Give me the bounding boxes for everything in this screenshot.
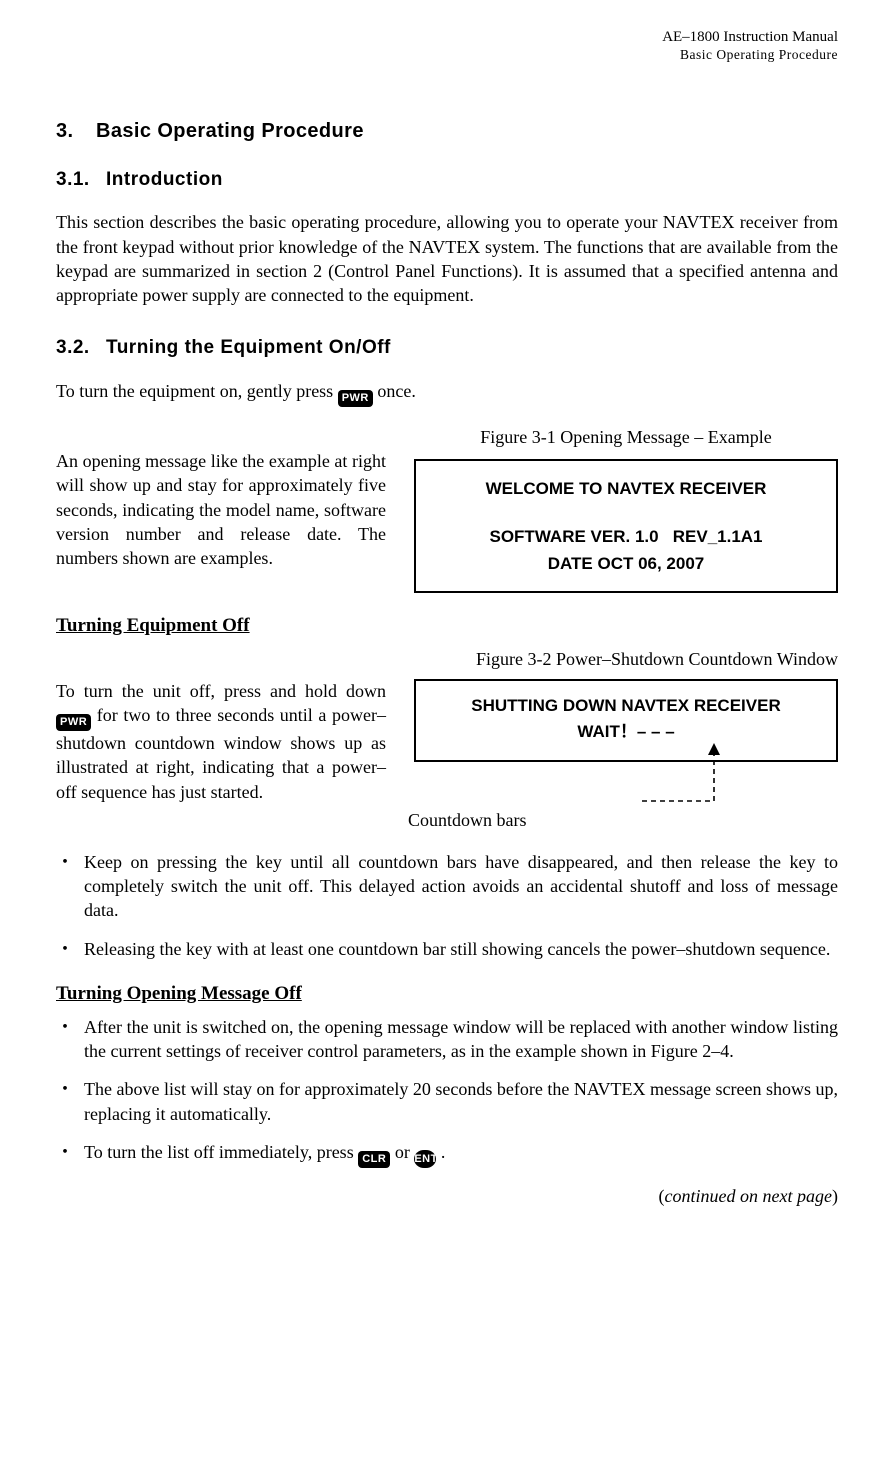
subsection-number: 3.2. — [56, 335, 106, 361]
screen-line-1: SHUTTING DOWN NAVTEX RECEIVER — [426, 693, 826, 719]
screen-line-1: WELCOME TO NAVTEX RECEIVER — [426, 475, 826, 502]
subsection-3-2-heading: 3.2.Turning the Equipment On/Off — [56, 335, 838, 361]
opening-message-paragraph: An opening message like the example at r… — [56, 449, 386, 570]
last-bullet-mid: or — [395, 1142, 415, 1162]
page-header: AE–1800 Instruction Manual Basic Operati… — [56, 28, 838, 64]
intro-paragraph: This section describes the basic operati… — [56, 210, 838, 307]
shutdown-screen: SHUTTING DOWN NAVTEX RECEIVER WAIT！– – – — [414, 679, 838, 762]
list-item: To turn the list off immediately, press … — [56, 1140, 838, 1168]
shutdown-bullets: Keep on pressing the key until all count… — [56, 850, 838, 961]
ent-key-icon: ENT — [414, 1150, 436, 1168]
turning-equipment-off-heading: Turning Equipment Off — [56, 613, 838, 639]
subsection-title: Introduction — [106, 169, 223, 190]
list-item: Keep on pressing the key until all count… — [56, 850, 838, 923]
list-item: After the unit is switched on, the openi… — [56, 1015, 838, 1064]
opening-off-bullets: After the unit is switched on, the openi… — [56, 1015, 838, 1168]
turn-on-sentence: To turn the equipment on, gently press P… — [56, 379, 838, 407]
clr-key-icon: CLR — [358, 1151, 390, 1168]
turn-off-text-pre: To turn the unit off, press and hold dow… — [56, 681, 386, 701]
paren-close: ) — [832, 1186, 838, 1206]
list-item: Releasing the key with at least one coun… — [56, 937, 838, 961]
subsection-title: Turning the Equipment On/Off — [106, 337, 391, 358]
last-bullet-pre: To turn the list off immediately, press — [84, 1142, 358, 1162]
figure-3-2: SHUTTING DOWN NAVTEX RECEIVER WAIT！– – –… — [414, 679, 838, 832]
continued-note: (continued on next page) — [56, 1184, 838, 1208]
header-line-2: Basic Operating Procedure — [56, 47, 838, 64]
pwr-key-icon: PWR — [56, 714, 91, 731]
pwr-key-icon: PWR — [338, 390, 373, 407]
turn-off-text-post: for two to three seconds until a power–s… — [56, 705, 386, 802]
turn-off-paragraph: To turn the unit off, press and hold dow… — [56, 679, 386, 804]
opening-message-row: An opening message like the example at r… — [56, 425, 838, 593]
header-line-1: AE–1800 Instruction Manual — [56, 28, 838, 47]
last-bullet-post: . — [441, 1142, 446, 1162]
section-heading: 3.Basic Operating Procedure — [56, 118, 838, 145]
section-title: Basic Operating Procedure — [96, 120, 364, 142]
turn-on-text-post: once. — [377, 381, 415, 401]
opening-message-screen: WELCOME TO NAVTEX RECEIVER SOFTWARE VER.… — [414, 459, 838, 593]
shutdown-row: To turn the unit off, press and hold dow… — [56, 679, 838, 832]
turning-opening-message-off-heading: Turning Opening Message Off — [56, 981, 838, 1007]
turn-on-text-pre: To turn the equipment on, gently press — [56, 381, 338, 401]
screen-line-2: WAIT！– – – — [426, 719, 826, 745]
figure-3-1: Figure 3-1 Opening Message – Example WEL… — [414, 425, 838, 593]
list-item: The above list will stay on for approxim… — [56, 1077, 838, 1126]
screen-line-2: SOFTWARE VER. 1.0 REV_1.1A1 — [426, 523, 826, 550]
subsection-number: 3.1. — [56, 167, 106, 193]
figure-3-2-caption: Figure 3-2 Power–Shutdown Countdown Wind… — [56, 647, 838, 671]
section-number: 3. — [56, 118, 96, 145]
screen-line-3: DATE OCT 06, 2007 — [426, 550, 826, 577]
countdown-bars-label: Countdown bars — [408, 808, 838, 832]
continued-text: continued on next page — [665, 1186, 832, 1206]
subsection-3-1-heading: 3.1.Introduction — [56, 167, 838, 193]
figure-3-1-caption: Figure 3-1 Opening Message – Example — [414, 425, 838, 449]
document-page: AE–1800 Instruction Manual Basic Operati… — [0, 0, 886, 1468]
